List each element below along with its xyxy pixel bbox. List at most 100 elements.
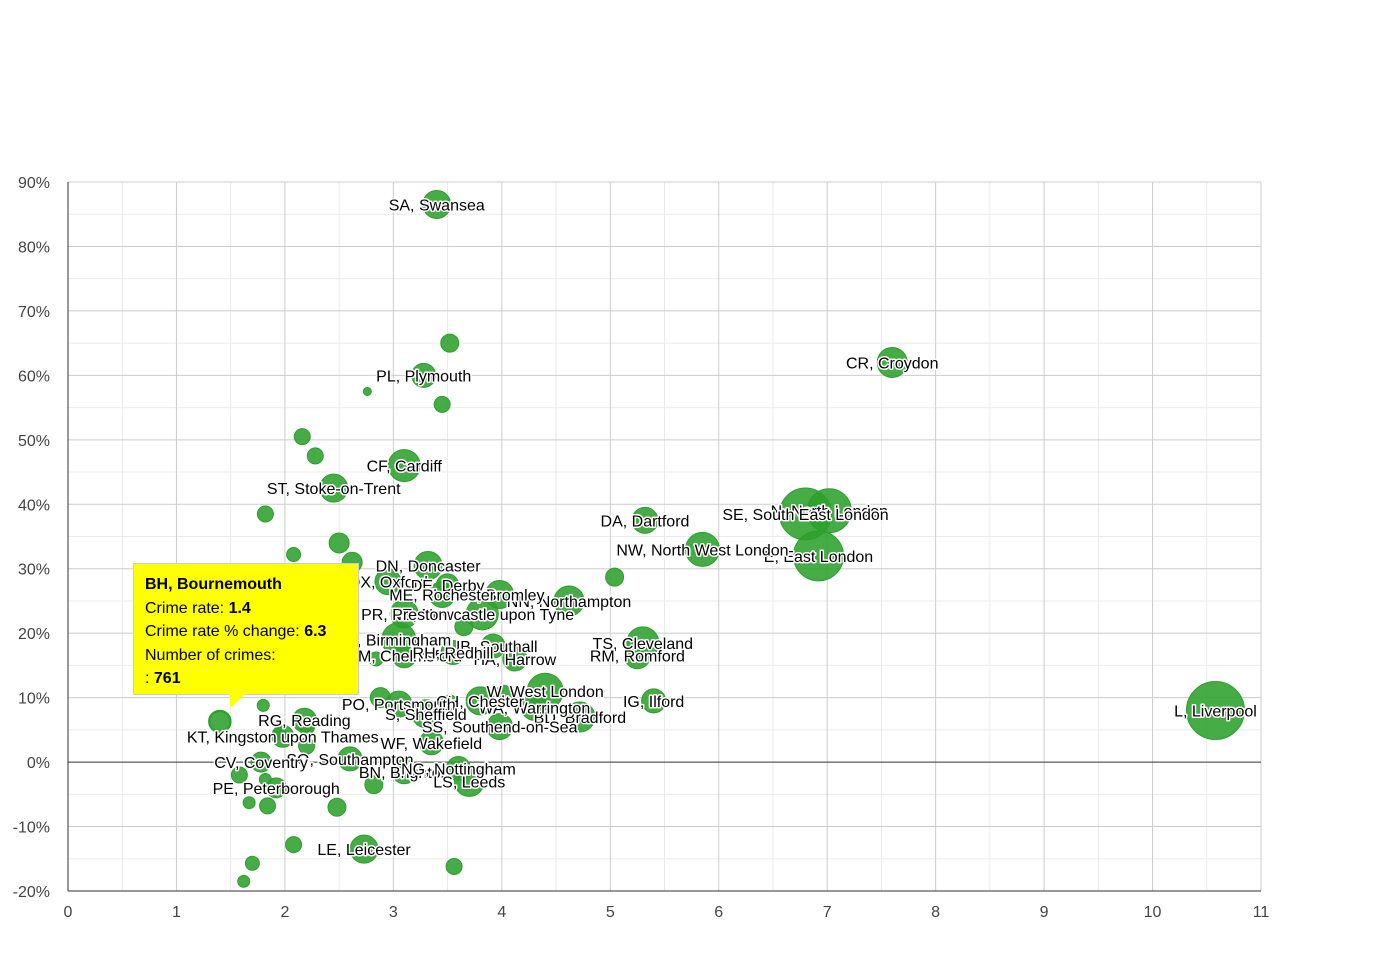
bubble-label: PO, Portsmouth <box>342 697 456 714</box>
bubble-label: NG, Nottingham <box>401 762 516 779</box>
bubble-point <box>319 473 349 503</box>
tooltip-change-row: Crime rate % change: 6.3 <box>145 620 347 644</box>
bubbles <box>208 190 1245 888</box>
bubble-point <box>242 796 256 810</box>
bubble-point <box>209 710 231 732</box>
bubble-label: PL, Plymouth <box>376 368 471 385</box>
bubble-label: PR, Preston <box>361 607 447 624</box>
bubble-label: TS, Cleveland <box>593 636 694 653</box>
tooltip-count-label: Number of crimes: <box>145 646 276 664</box>
x-tick-label: 8 <box>931 904 940 921</box>
bubble-point <box>374 568 402 596</box>
y-tick-label: 50% <box>18 433 50 450</box>
bubble-label: CV, Coventry <box>214 755 308 772</box>
bubble-point <box>564 701 596 733</box>
tooltip-change-label: Crime rate % change: <box>145 623 300 640</box>
bubble-point <box>684 531 720 567</box>
bubble-point <box>256 698 270 712</box>
bubble-point <box>364 775 384 795</box>
bubble-point <box>465 597 499 631</box>
bubble-label: RG, Reading <box>258 713 351 730</box>
bubble-label: DN, Doncaster <box>376 559 482 576</box>
y-tick-label: -20% <box>13 884 50 901</box>
bubble-label: RH, Redhill <box>413 646 494 663</box>
bubble-point <box>298 737 316 755</box>
bubble-point <box>256 505 274 523</box>
bubble-label: NE, Newcastle upon Tyne <box>390 607 574 624</box>
bubble-label: W, West London <box>487 684 604 701</box>
bubble-label: S, Sheffield <box>385 707 467 724</box>
tooltip-count-value: 761 <box>153 670 181 687</box>
bubble-point <box>293 428 311 446</box>
bubble-point <box>486 713 514 741</box>
bubble-point <box>641 688 667 714</box>
bubble-point <box>433 395 451 413</box>
bubble-point <box>272 726 286 740</box>
bubble-labels: L, Liverpool CR, Croydon N, North LondonSE… <box>185 196 1258 861</box>
bubble-point <box>413 551 443 581</box>
bubble-point <box>286 547 302 563</box>
bubble-point <box>244 855 260 871</box>
bubble-point <box>440 694 460 714</box>
bubble-point <box>793 530 845 582</box>
bubble-label: WF, Wakefield <box>380 736 482 753</box>
bubble-point <box>422 190 452 220</box>
bubble-label: BD, Bradford <box>534 710 626 727</box>
bubble-point <box>440 333 460 353</box>
bubble-point <box>465 686 495 716</box>
bubble-label: WA, Warrington <box>478 700 590 717</box>
y-tick-label: 40% <box>18 497 50 514</box>
bubble-point <box>387 449 421 483</box>
bubble-point <box>306 447 324 465</box>
bubble-label: IG, Ilford <box>623 694 684 711</box>
bubble-label: CF, Cardiff <box>367 459 443 476</box>
axes: 0 1 2 3 4 5 6 7 8 9 10 11 90% 80% 70% 60% 50% 40% 30% 20% 10… <box>13 175 1270 921</box>
bubble-point <box>436 573 460 597</box>
bubble-label: HA, Harrow <box>473 652 556 669</box>
bubble-point <box>237 874 251 888</box>
chart-tooltip: BH, Bournemouth Crime rate: 1.4 Crime ra… <box>133 563 359 695</box>
bubble-label: NW, North West London <box>616 542 788 559</box>
bubble-point <box>445 756 471 782</box>
bubble-point <box>258 772 272 786</box>
x-tick-label: 0 <box>64 904 73 921</box>
bubble-point <box>1185 681 1245 741</box>
bubble-point <box>553 585 585 617</box>
bubble-point <box>411 362 437 388</box>
y-tick-label: 60% <box>18 368 50 385</box>
bubble-label: BN, Brighton <box>359 765 450 782</box>
bubble-point <box>349 834 379 864</box>
tooltip-rate-row: Crime rate: 1.4 <box>145 597 347 621</box>
bubble-point <box>454 617 474 637</box>
bubble-point <box>806 488 852 534</box>
y-tick-label: 20% <box>18 626 50 643</box>
bubble-point <box>480 633 506 659</box>
tooltip-count-prefix: : <box>145 670 150 687</box>
x-tick-label: 10 <box>1144 904 1162 921</box>
x-tick-label: 4 <box>497 904 506 921</box>
bubble-point <box>250 751 272 773</box>
y-tick-label: 0% <box>27 755 50 772</box>
bubble-label: N, North London <box>771 504 888 521</box>
tooltip-rate-value: 1.4 <box>228 599 251 617</box>
bubble-label: SS, Southend-on-Sea <box>422 720 578 737</box>
bubble-point <box>298 718 316 736</box>
bubble-point <box>445 858 463 876</box>
y-tick-label: 70% <box>18 304 50 321</box>
bubble-point <box>494 684 514 704</box>
bubble-point <box>623 642 651 670</box>
bubble-point <box>328 532 350 554</box>
bubble-point <box>230 766 248 784</box>
bubble-point <box>605 567 625 587</box>
tooltip-rate-label: Crime rate: <box>145 599 225 617</box>
bubble-point <box>337 746 363 772</box>
bubble-label: SA, Swansea <box>389 198 485 215</box>
y-tick-label: 80% <box>18 239 50 256</box>
bubble-label: DA, Dartford <box>601 513 690 530</box>
bubble-label: ST, Stoke-on-Trent <box>267 481 401 498</box>
bubble-label: CR, Croydon <box>846 355 938 372</box>
bubble-label: CM, Chelmsford <box>346 649 462 666</box>
x-tick-label: 11 <box>1253 904 1270 921</box>
tooltip-count-row: : 761 <box>145 667 347 691</box>
